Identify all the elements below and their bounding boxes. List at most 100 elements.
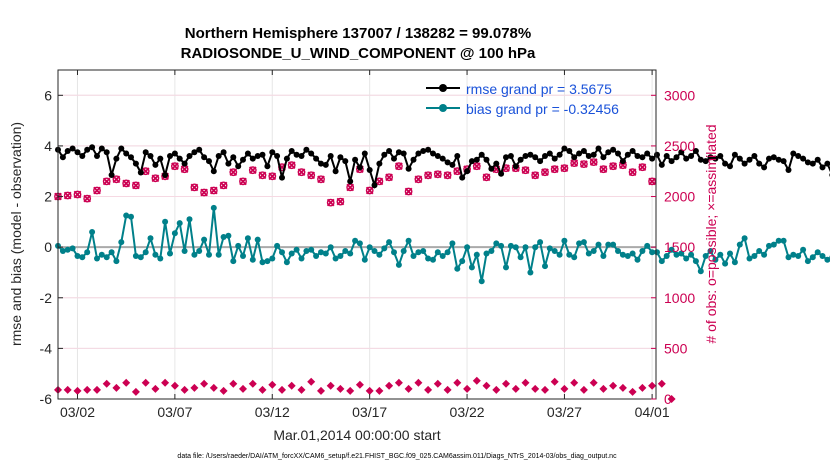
data-point — [809, 160, 816, 167]
data-point — [804, 159, 811, 166]
data-point — [167, 153, 173, 159]
data-point — [571, 154, 578, 161]
y-tick-label: -2 — [40, 290, 53, 306]
data-point — [629, 148, 636, 154]
x-tick-label: 03/17 — [352, 404, 387, 420]
obs-possible-point — [394, 162, 403, 171]
data-point — [542, 153, 548, 159]
data-point — [551, 248, 558, 254]
data-point — [259, 151, 266, 158]
legend: rmse grand pr = 3.5675 bias grand pr = -… — [426, 81, 619, 117]
data-point — [79, 153, 86, 159]
obs-possible-point — [521, 166, 530, 175]
data-point — [785, 167, 792, 173]
data-point — [692, 258, 699, 265]
data-point — [322, 250, 329, 257]
data-point — [707, 154, 714, 161]
data-point — [619, 251, 626, 258]
x-tick-label: 04/01 — [635, 404, 670, 420]
obs-assimilated-point — [531, 171, 540, 180]
obs-possible-point — [541, 168, 549, 177]
data-point — [420, 148, 427, 154]
data-point — [464, 244, 471, 251]
obs-possible-point — [609, 162, 617, 171]
obs-assimilated-point — [385, 173, 393, 182]
data-point — [162, 172, 169, 178]
data-point — [654, 249, 660, 256]
data-point — [274, 153, 281, 159]
series-layer — [54, 144, 830, 403]
data-point — [522, 153, 529, 159]
data-point — [746, 255, 753, 262]
data-point — [123, 212, 130, 219]
y2-tick-label: 3000 — [664, 87, 695, 103]
y2-tick-label: 500 — [664, 340, 688, 356]
legend-marker-bias — [439, 104, 447, 112]
obs-assimilated-point — [229, 168, 238, 177]
data-point — [298, 255, 305, 262]
data-point — [191, 149, 198, 156]
data-point — [678, 149, 685, 156]
data-point — [332, 168, 339, 175]
obs-possible-point — [297, 168, 306, 177]
data-point — [615, 150, 621, 157]
obs-assimilated-point — [209, 186, 218, 195]
data-point — [444, 159, 451, 166]
obs-count-point — [560, 384, 569, 393]
data-point — [371, 182, 378, 189]
obs-assimilated-point — [171, 162, 179, 171]
data-point — [434, 153, 441, 159]
obs-possible-point — [190, 183, 199, 192]
data-point — [288, 250, 295, 257]
data-point — [595, 145, 602, 152]
data-point — [605, 241, 612, 248]
obs-possible-point — [560, 164, 569, 173]
obs-count-point — [453, 378, 462, 387]
data-point — [181, 248, 188, 254]
data-point — [244, 150, 251, 157]
obs-possible-point — [443, 171, 452, 180]
data-point — [332, 255, 339, 262]
obs-assimilated-point — [570, 159, 579, 167]
obs-count-point — [239, 384, 247, 393]
data-point — [683, 255, 690, 262]
data-point — [639, 248, 646, 254]
data-point — [668, 246, 675, 253]
data-point — [201, 236, 208, 243]
data-point — [410, 156, 417, 163]
data-point — [293, 246, 300, 253]
obs-assimilated-point — [433, 170, 442, 179]
data-point — [595, 241, 602, 248]
x-tick-label: 03/07 — [157, 404, 192, 420]
obs-count-point — [492, 385, 501, 394]
data-point — [459, 258, 466, 265]
obs-count-point — [443, 385, 452, 394]
obs-count-point — [394, 378, 403, 387]
data-point — [736, 155, 743, 162]
obs-count-point — [229, 379, 238, 388]
data-point — [483, 250, 490, 257]
data-point — [298, 153, 305, 159]
data-point — [395, 261, 402, 268]
obs-assimilated-point — [550, 165, 559, 174]
obs-assimilated-point — [73, 190, 82, 199]
obs-count-point — [550, 377, 559, 386]
obs-assimilated-point — [219, 181, 228, 190]
data-point — [454, 153, 461, 159]
obs-count-point — [73, 386, 82, 395]
x-tick-label: 03/12 — [255, 404, 290, 420]
data-point — [254, 236, 261, 243]
obs-possible-point — [248, 166, 257, 175]
obs-assimilated-point — [122, 179, 131, 188]
data-point — [580, 239, 587, 246]
obs-assimilated-point — [93, 186, 101, 195]
data-point — [376, 251, 383, 258]
obs-count-point — [131, 387, 140, 396]
data-point — [269, 149, 276, 156]
obs-count-point — [63, 385, 72, 394]
data-point — [795, 153, 802, 159]
obs-count-point — [404, 384, 413, 393]
data-point — [235, 242, 242, 249]
data-point — [785, 254, 792, 261]
data-point — [152, 251, 159, 258]
